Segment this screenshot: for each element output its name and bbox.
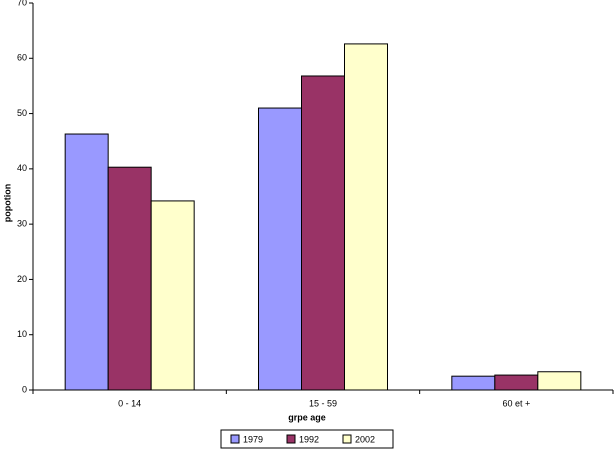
legend-swatch	[286, 434, 296, 444]
y-tick-label: 10	[17, 329, 27, 339]
bar	[107, 166, 152, 391]
legend-label: 1979	[243, 434, 263, 444]
bar	[344, 43, 388, 391]
legend-swatch	[342, 434, 352, 444]
y-tick-label: 50	[17, 108, 27, 118]
y-tick-label: 70	[17, 0, 27, 7]
x-tick-label: 60 et +	[502, 398, 530, 408]
y-tick-label: 40	[17, 163, 27, 173]
y-tick-label: 20	[17, 274, 27, 284]
x-tick-label: 0 - 14	[118, 398, 141, 408]
bar	[451, 375, 496, 391]
x-axis-label: grpe age	[288, 412, 326, 422]
bar	[64, 133, 109, 391]
bar	[150, 200, 195, 391]
bar	[537, 371, 582, 391]
x-tick-label: 15 - 59	[309, 398, 337, 408]
bar	[258, 107, 302, 391]
y-tick-label: 30	[17, 219, 27, 229]
legend-label: 1992	[299, 434, 319, 444]
y-axis-label: popotion	[2, 184, 12, 222]
y-tick-label: 60	[17, 53, 27, 63]
legend-swatch	[230, 434, 240, 444]
y-tick-label: 0	[22, 384, 27, 394]
legend-label: 2002	[355, 434, 375, 444]
bar	[494, 374, 539, 391]
bar	[301, 75, 345, 391]
